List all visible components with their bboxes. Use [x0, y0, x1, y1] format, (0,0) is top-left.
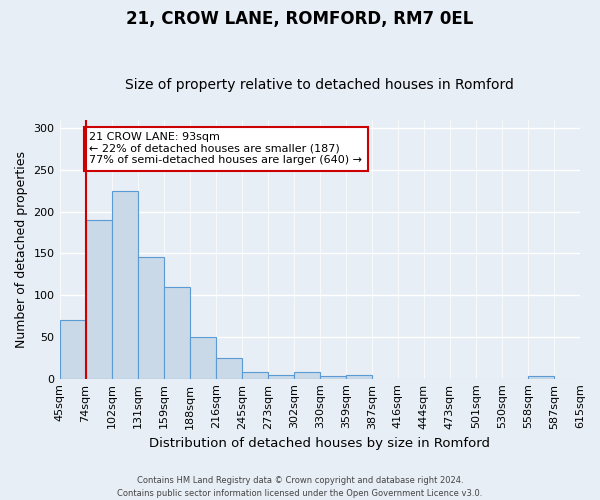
X-axis label: Distribution of detached houses by size in Romford: Distribution of detached houses by size …	[149, 437, 490, 450]
Text: 21, CROW LANE, ROMFORD, RM7 0EL: 21, CROW LANE, ROMFORD, RM7 0EL	[127, 10, 473, 28]
Title: Size of property relative to detached houses in Romford: Size of property relative to detached ho…	[125, 78, 514, 92]
Bar	[59, 320, 86, 378]
Bar	[528, 376, 554, 378]
Y-axis label: Number of detached properties: Number of detached properties	[15, 150, 28, 348]
Text: 21 CROW LANE: 93sqm
← 22% of detached houses are smaller (187)
77% of semi-detac: 21 CROW LANE: 93sqm ← 22% of detached ho…	[89, 132, 362, 166]
Bar	[320, 376, 346, 378]
Bar	[112, 190, 137, 378]
Bar	[137, 258, 164, 378]
Bar	[346, 376, 372, 378]
Bar	[190, 337, 215, 378]
Bar	[86, 220, 112, 378]
Bar	[215, 358, 242, 378]
Bar	[294, 372, 320, 378]
Text: Contains HM Land Registry data © Crown copyright and database right 2024.
Contai: Contains HM Land Registry data © Crown c…	[118, 476, 482, 498]
Bar	[268, 374, 294, 378]
Bar	[164, 286, 190, 378]
Bar	[242, 372, 268, 378]
